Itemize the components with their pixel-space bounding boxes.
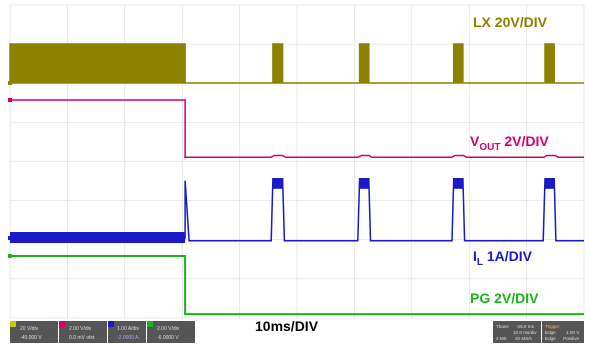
- trace-pg: [10, 255, 584, 316]
- svg-text:2.00 V/div: 2.00 V/div: [69, 326, 92, 332]
- ch3-readout: 1.00 A/div -2.0000 A: [108, 321, 146, 343]
- trigger-readout: Trigger 1.00 V Edge Edge Positive: [542, 321, 584, 343]
- trace-il-burst: [453, 178, 463, 189]
- svg-text:-40.000 V: -40.000 V: [20, 335, 42, 341]
- svg-text:2.00 V/div: 2.00 V/div: [157, 326, 180, 332]
- ch2-readout: 2.00 V/div 0.0 mV ofst: [59, 321, 107, 343]
- svg-text:Edge: Edge: [545, 330, 556, 335]
- trace-il: [10, 178, 584, 242]
- traces: [9, 43, 584, 316]
- channel-marker-il: [8, 236, 12, 240]
- svg-text:0.0 mV ofst: 0.0 mV ofst: [69, 335, 95, 341]
- svg-text:-6.0000 V: -6.0000 V: [157, 335, 179, 341]
- channel-marker-vout: [8, 98, 12, 102]
- svg-text:10.0 ms/div: 10.0 ms/div: [513, 330, 537, 335]
- trace-vout: [10, 99, 584, 159]
- vout-label: VOUT 2V/DIV: [470, 133, 549, 153]
- svg-text:1.00 A/div: 1.00 A/div: [117, 326, 139, 332]
- svg-text:20 MS/s: 20 MS/s: [515, 336, 533, 341]
- channel-marker-pg: [8, 254, 12, 258]
- trace-il-burst: [544, 178, 555, 189]
- il-label: IL 1A/DIV: [473, 248, 533, 268]
- svg-text:2 MS: 2 MS: [496, 336, 507, 341]
- svg-text:Positive: Positive: [563, 336, 580, 341]
- trace-il-burst: [359, 178, 369, 189]
- scope-footer: 20 V/div -40.000 V 2.00 V/div 0.0 mV ofs…: [8, 318, 584, 344]
- svg-text:Trigger: Trigger: [545, 324, 560, 329]
- svg-text:-25.0 ms: -25.0 ms: [516, 324, 535, 329]
- ch4-readout: 2.00 V/div -6.0000 V: [147, 321, 195, 343]
- svg-text:20 V/div: 20 V/div: [20, 326, 39, 332]
- timebase-readout: Tbase -25.0 ms 10.0 ms/div 2 MS 20 MS/s: [493, 321, 541, 343]
- svg-text:Tbase: Tbase: [496, 324, 509, 329]
- svg-text:Edge: Edge: [545, 336, 556, 341]
- trace-lx: [9, 43, 584, 84]
- ch1-readout: 20 V/div -40.000 V: [10, 321, 58, 343]
- channel-marker-lx: [8, 81, 12, 85]
- svg-text:-2.0000 A: -2.0000 A: [117, 335, 139, 341]
- lx-label: LX 20V/DIV: [473, 14, 548, 30]
- pg-label: PG 2V/DIV: [470, 290, 539, 306]
- channel-markers: [8, 81, 12, 258]
- trace-il-burst: [272, 178, 283, 189]
- timebase-label: 10ms/DIV: [255, 318, 319, 334]
- svg-text:1.00 V: 1.00 V: [566, 330, 580, 335]
